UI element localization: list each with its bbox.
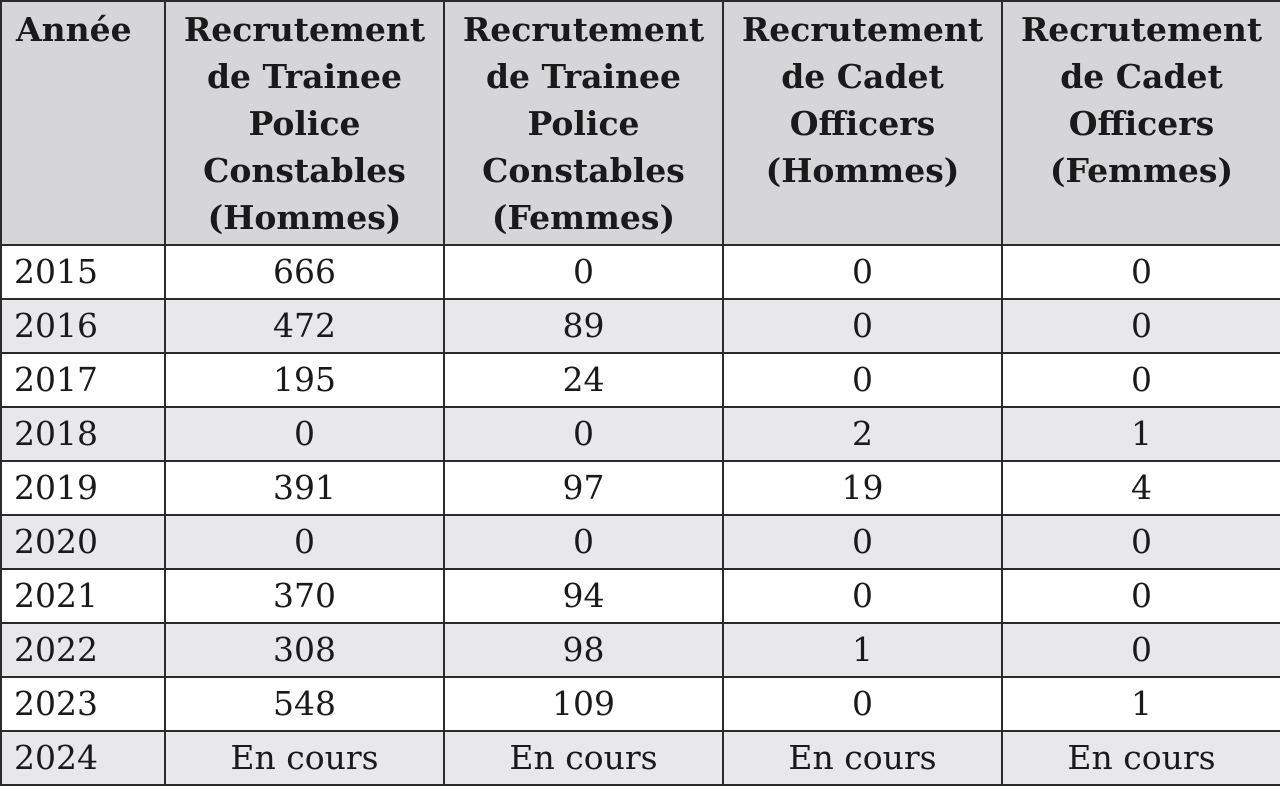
header-cadet-hommes: Recrutement de Cadet Officers (Hommes) bbox=[722, 0, 1003, 246]
cell-year: 2015 bbox=[0, 244, 166, 300]
table-row: 2020 0 0 0 0 bbox=[0, 514, 1280, 570]
header-trainee-hommes: Recrutement de Trainee Police Constables… bbox=[164, 0, 445, 246]
cell-trainee-femmes: 0 bbox=[443, 514, 724, 570]
cell-trainee-femmes: 24 bbox=[443, 352, 724, 408]
table-row: 2018 0 0 2 1 bbox=[0, 406, 1280, 462]
cell-cadet-hommes: 19 bbox=[722, 460, 1003, 516]
cell-cadet-hommes: 1 bbox=[722, 622, 1003, 678]
cell-year: 2017 bbox=[0, 352, 166, 408]
header-row: Année Recrutement de Trainee Police Cons… bbox=[0, 0, 1280, 246]
cell-year: 2020 bbox=[0, 514, 166, 570]
cell-cadet-hommes: 0 bbox=[722, 514, 1003, 570]
cell-cadet-femmes: 4 bbox=[1001, 460, 1280, 516]
cell-year: 2021 bbox=[0, 568, 166, 624]
header-annee: Année bbox=[0, 0, 166, 246]
table-body: 2015 666 0 0 0 2016 472 89 0 0 2017 195 … bbox=[0, 244, 1280, 786]
cell-trainee-hommes: 666 bbox=[164, 244, 445, 300]
cell-year: 2018 bbox=[0, 406, 166, 462]
cell-year: 2024 bbox=[0, 730, 166, 786]
cell-cadet-femmes: 0 bbox=[1001, 622, 1280, 678]
cell-year: 2022 bbox=[0, 622, 166, 678]
cell-cadet-hommes: En cours bbox=[722, 730, 1003, 786]
table-row: 2024 En cours En cours En cours En cours bbox=[0, 730, 1280, 786]
cell-year: 2016 bbox=[0, 298, 166, 354]
cell-cadet-hommes: 0 bbox=[722, 244, 1003, 300]
cell-cadet-hommes: 0 bbox=[722, 676, 1003, 732]
cell-cadet-femmes: 0 bbox=[1001, 352, 1280, 408]
cell-cadet-femmes: 0 bbox=[1001, 244, 1280, 300]
cell-trainee-hommes: 195 bbox=[164, 352, 445, 408]
cell-cadet-femmes: 1 bbox=[1001, 406, 1280, 462]
cell-trainee-femmes: 98 bbox=[443, 622, 724, 678]
cell-cadet-femmes: 0 bbox=[1001, 568, 1280, 624]
cell-trainee-femmes: 94 bbox=[443, 568, 724, 624]
cell-trainee-hommes: 472 bbox=[164, 298, 445, 354]
cell-trainee-femmes: 97 bbox=[443, 460, 724, 516]
cell-trainee-hommes: 370 bbox=[164, 568, 445, 624]
cell-cadet-hommes: 0 bbox=[722, 298, 1003, 354]
cell-cadet-hommes: 2 bbox=[722, 406, 1003, 462]
table-row: 2015 666 0 0 0 bbox=[0, 244, 1280, 300]
cell-trainee-femmes: 0 bbox=[443, 244, 724, 300]
table-row: 2021 370 94 0 0 bbox=[0, 568, 1280, 624]
cell-trainee-hommes: 548 bbox=[164, 676, 445, 732]
cell-trainee-femmes: 0 bbox=[443, 406, 724, 462]
cell-trainee-femmes: 109 bbox=[443, 676, 724, 732]
cell-cadet-hommes: 0 bbox=[722, 352, 1003, 408]
cell-trainee-femmes: En cours bbox=[443, 730, 724, 786]
header-cadet-femmes: Recrutement de Cadet Officers (Femmes) bbox=[1001, 0, 1280, 246]
cell-cadet-hommes: 0 bbox=[722, 568, 1003, 624]
table-row: 2016 472 89 0 0 bbox=[0, 298, 1280, 354]
table-header: Année Recrutement de Trainee Police Cons… bbox=[0, 0, 1280, 246]
cell-trainee-hommes: 308 bbox=[164, 622, 445, 678]
header-trainee-femmes: Recrutement de Trainee Police Constables… bbox=[443, 0, 724, 246]
cell-trainee-hommes: 0 bbox=[164, 406, 445, 462]
cell-trainee-hommes: 391 bbox=[164, 460, 445, 516]
cell-year: 2023 bbox=[0, 676, 166, 732]
cell-trainee-femmes: 89 bbox=[443, 298, 724, 354]
table-row: 2022 308 98 1 0 bbox=[0, 622, 1280, 678]
cell-cadet-femmes: En cours bbox=[1001, 730, 1280, 786]
cell-cadet-femmes: 1 bbox=[1001, 676, 1280, 732]
cell-cadet-femmes: 0 bbox=[1001, 514, 1280, 570]
table-row: 2017 195 24 0 0 bbox=[0, 352, 1280, 408]
cell-cadet-femmes: 0 bbox=[1001, 298, 1280, 354]
table-row: 2023 548 109 0 1 bbox=[0, 676, 1280, 732]
cell-year: 2019 bbox=[0, 460, 166, 516]
cell-trainee-hommes: 0 bbox=[164, 514, 445, 570]
cell-trainee-hommes: En cours bbox=[164, 730, 445, 786]
table-row: 2019 391 97 19 4 bbox=[0, 460, 1280, 516]
